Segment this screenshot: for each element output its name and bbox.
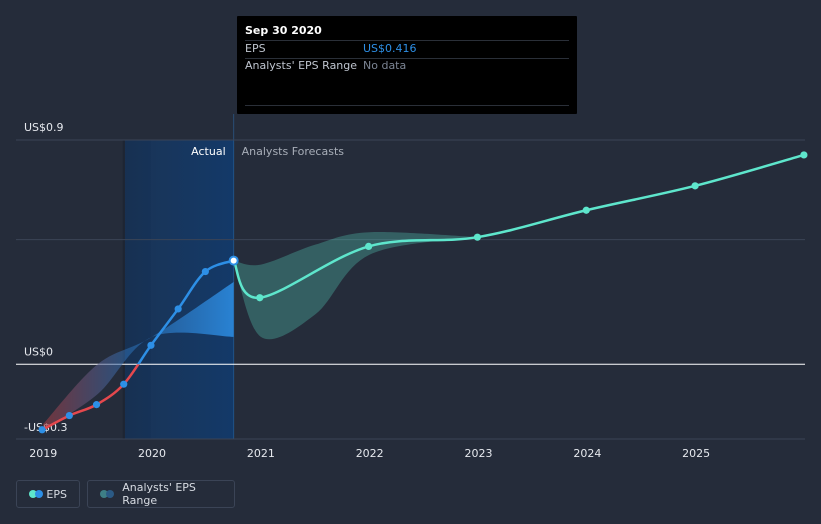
actual-region-label: Actual — [191, 145, 225, 158]
eps-highlight-point — [228, 255, 239, 266]
forecast-eps-range-band — [233, 232, 479, 340]
x-tick-label: 2020 — [138, 447, 166, 460]
y-tick-label-zero: US$0 — [24, 345, 53, 358]
eps-forecast-point — [582, 206, 590, 214]
actual-eps-range-band — [43, 282, 234, 430]
eps-forecast-point — [365, 242, 373, 250]
tooltip-range-value: No data — [363, 59, 407, 72]
eps-legend-icon — [29, 490, 43, 498]
eps-actual-point — [147, 341, 155, 349]
eps-actual-point — [38, 426, 46, 434]
tooltip-divider — [245, 105, 569, 106]
x-tick-label: 2023 — [465, 447, 493, 460]
eps-actual-point — [65, 411, 73, 420]
tooltip-date: Sep 30 2020 — [245, 24, 322, 37]
actual-region-highlight — [124, 140, 234, 439]
tooltip-divider — [245, 40, 569, 41]
tooltip-eps-row: EPS US$0.416 — [245, 42, 569, 58]
tooltip-range-row: Analysts' EPS Range No data — [245, 59, 569, 75]
legend-range-label: Analysts' EPS Range — [122, 481, 196, 507]
eps-forecast-point — [256, 294, 264, 302]
x-tick-label: 2022 — [356, 447, 384, 460]
eps-forecast-point — [691, 182, 699, 190]
legend-eps-button[interactable]: EPS — [16, 480, 80, 508]
tooltip-eps-label: EPS — [245, 42, 266, 55]
x-tick-label: 2021 — [247, 447, 275, 460]
tooltip-eps-value: US$0.416 — [363, 42, 417, 55]
x-tick-label: 2024 — [573, 447, 601, 460]
tooltip-range-label: Analysts' EPS Range — [245, 59, 358, 72]
range-legend-icon — [100, 490, 114, 498]
tooltip-divider — [245, 58, 569, 59]
legend-range-button[interactable]: Analysts' EPS Range — [87, 480, 235, 508]
y-tick-label-top: US$0.9 — [24, 121, 64, 134]
eps-actual-point — [120, 380, 128, 388]
eps-actual-point — [174, 305, 182, 313]
x-tick-label: 2025 — [682, 447, 710, 460]
legend-eps-label: EPS — [46, 487, 67, 501]
eps-actual-point — [201, 267, 209, 276]
hover-tooltip: Sep 30 2020 EPS US$0.416 Analysts' EPS R… — [237, 16, 577, 114]
x-tick-label: 2019 — [29, 447, 57, 460]
forecast-region-label: Analysts Forecasts — [242, 145, 345, 158]
eps-actual-point — [92, 401, 101, 409]
eps-forecast-point — [800, 151, 808, 159]
eps-forecast-point — [473, 233, 482, 241]
